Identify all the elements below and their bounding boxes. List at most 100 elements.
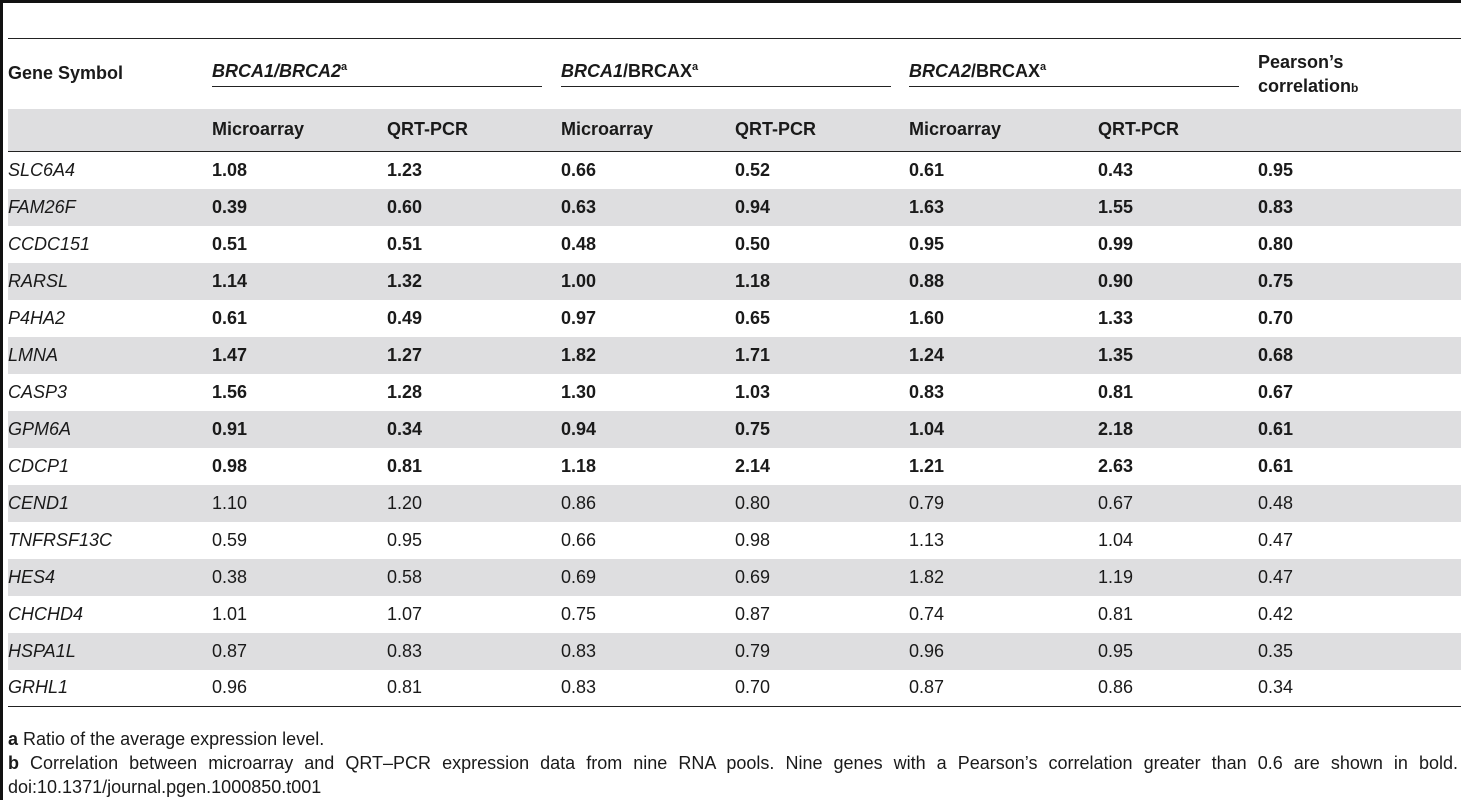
value-cell: 0.81 bbox=[1098, 381, 1134, 402]
value-cell: 0.98 bbox=[735, 529, 771, 550]
table-row: CDCP1 0.98 0.81 1.18 2.14 1.21 2.63 0.61 bbox=[8, 448, 1461, 485]
table-row: CEND1 1.10 1.20 0.86 0.80 0.79 0.67 0.48 bbox=[8, 484, 1461, 522]
value-cell: 0.83 bbox=[909, 381, 945, 402]
header-empty bbox=[1258, 109, 1461, 152]
table-row: CCDC151 0.51 0.51 0.48 0.50 0.95 0.99 0.80 bbox=[8, 226, 1461, 263]
value-cell: 1.03 bbox=[735, 381, 771, 402]
value-cell: 1.24 bbox=[909, 344, 945, 365]
value-cell: 0.60 bbox=[387, 196, 423, 217]
value-cell: 0.83 bbox=[561, 640, 597, 661]
value-cell: 0.48 bbox=[561, 233, 597, 254]
value-cell: 1.18 bbox=[561, 455, 597, 476]
header-qrtpcr: QRT-PCR bbox=[387, 119, 468, 140]
header-group-brca1-brcax: BRCA1/BRCAXa bbox=[561, 39, 909, 109]
value-cell: 0.95 bbox=[1098, 640, 1134, 661]
value-cell: 1.00 bbox=[561, 270, 597, 291]
value-cell: 0.95 bbox=[909, 233, 945, 254]
table-row: RARSL 1.14 1.32 1.00 1.18 0.88 0.90 0.75 bbox=[8, 262, 1461, 300]
value-cell: 0.66 bbox=[561, 159, 597, 180]
header-group-brca1-brca2: BRCA1/BRCA2a bbox=[212, 39, 561, 109]
header-gene-symbol: Gene Symbol bbox=[8, 63, 124, 84]
gene-symbol-cell: FAM26F bbox=[8, 196, 76, 217]
value-cell: 0.38 bbox=[212, 566, 248, 587]
value-cell: 0.51 bbox=[387, 233, 423, 254]
table-row: HES4 0.38 0.58 0.69 0.69 1.82 1.19 0.47 bbox=[8, 558, 1461, 596]
gene-symbol-cell: GRHL1 bbox=[8, 677, 69, 698]
value-cell: 1.27 bbox=[387, 344, 423, 365]
value-cell: 0.75 bbox=[561, 603, 597, 624]
value-cell: 0.61 bbox=[909, 159, 945, 180]
value-cell: 0.59 bbox=[212, 529, 248, 550]
gene-symbol-cell: GPM6A bbox=[8, 418, 72, 439]
value-cell: 1.32 bbox=[387, 270, 423, 291]
pearson-cell: 0.34 bbox=[1258, 677, 1294, 698]
value-cell: 1.71 bbox=[735, 344, 771, 365]
value-cell: 0.97 bbox=[561, 307, 597, 328]
gene-symbol-cell: P4HA2 bbox=[8, 307, 66, 328]
pearson-cell: 0.48 bbox=[1258, 492, 1294, 513]
value-cell: 1.23 bbox=[387, 159, 423, 180]
value-cell: 0.69 bbox=[735, 566, 771, 587]
table-row: GPM6A 0.91 0.34 0.94 0.75 1.04 2.18 0.61 bbox=[8, 410, 1461, 448]
value-cell: 0.98 bbox=[212, 455, 248, 476]
value-cell: 0.49 bbox=[387, 307, 423, 328]
header-group-brca2-brcax: BRCA2/BRCAXa bbox=[909, 39, 1258, 109]
value-cell: 1.21 bbox=[909, 455, 945, 476]
value-cell: 1.07 bbox=[387, 603, 423, 624]
doi-text: doi:10.1371/journal.pgen.1000850.t001 bbox=[8, 777, 322, 797]
table-row: SLC6A4 1.08 1.23 0.66 0.52 0.61 0.43 0.95 bbox=[8, 152, 1461, 189]
value-cell: 0.65 bbox=[735, 307, 771, 328]
value-cell: 0.58 bbox=[387, 566, 423, 587]
table-row: TNFRSF13C 0.59 0.95 0.66 0.98 1.13 1.04 0.47 bbox=[8, 522, 1461, 559]
pearson-cell: 0.70 bbox=[1258, 307, 1294, 328]
value-cell: 1.35 bbox=[1098, 344, 1134, 365]
left-border bbox=[0, 0, 3, 800]
value-cell: 1.63 bbox=[909, 196, 945, 217]
value-cell: 1.82 bbox=[561, 344, 597, 365]
gene-symbol-cell: HSPA1L bbox=[8, 640, 76, 661]
pearson-cell: 0.61 bbox=[1258, 418, 1294, 439]
value-cell: 1.82 bbox=[909, 566, 945, 587]
value-cell: 0.87 bbox=[212, 640, 248, 661]
table-row: LMNA 1.47 1.27 1.82 1.71 1.24 1.35 0.68 bbox=[8, 336, 1461, 374]
value-cell: 0.81 bbox=[1098, 603, 1134, 624]
pearson-cell: 0.83 bbox=[1258, 196, 1294, 217]
gene-symbol-cell: HES4 bbox=[8, 566, 56, 587]
pearson-cell: 0.75 bbox=[1258, 270, 1294, 291]
value-cell: 0.51 bbox=[212, 233, 248, 254]
value-cell: 2.63 bbox=[1098, 455, 1134, 476]
footnote-a: a Ratio of the average expression level. bbox=[8, 729, 325, 749]
value-cell: 0.83 bbox=[561, 677, 597, 698]
value-cell: 0.70 bbox=[735, 677, 771, 698]
pearson-cell: 0.47 bbox=[1258, 529, 1294, 550]
value-cell: 2.14 bbox=[735, 455, 771, 476]
gene-symbol-cell: CHCHD4 bbox=[8, 603, 84, 624]
value-cell: 1.18 bbox=[735, 270, 771, 291]
footnote-b: b Correlation between microarray and QRT… bbox=[8, 753, 1458, 773]
value-cell: 0.69 bbox=[561, 566, 597, 587]
value-cell: 0.99 bbox=[1098, 233, 1134, 254]
table-row: HSPA1L 0.87 0.83 0.83 0.79 0.96 0.95 0.35 bbox=[8, 632, 1461, 670]
value-cell: 0.79 bbox=[909, 492, 945, 513]
pearson-cell: 0.67 bbox=[1258, 381, 1294, 402]
gene-symbol-cell: CCDC151 bbox=[8, 233, 91, 254]
value-cell: 1.28 bbox=[387, 381, 423, 402]
value-cell: 1.60 bbox=[909, 307, 945, 328]
gene-symbol-cell: SLC6A4 bbox=[8, 159, 76, 180]
value-cell: 0.66 bbox=[561, 529, 597, 550]
value-cell: 0.83 bbox=[387, 640, 423, 661]
value-cell: 0.87 bbox=[735, 603, 771, 624]
value-cell: 0.50 bbox=[735, 233, 771, 254]
value-cell: 0.91 bbox=[212, 418, 248, 439]
value-cell: 0.34 bbox=[387, 418, 423, 439]
value-cell: 1.56 bbox=[212, 381, 248, 402]
value-cell: 1.33 bbox=[1098, 307, 1134, 328]
value-cell: 0.88 bbox=[909, 270, 945, 291]
value-cell: 1.14 bbox=[212, 270, 248, 291]
gene-symbol-cell: LMNA bbox=[8, 344, 59, 365]
header-microarray: Microarray bbox=[909, 119, 1002, 140]
value-cell: 1.20 bbox=[387, 492, 423, 513]
value-cell: 0.39 bbox=[212, 196, 248, 217]
header-empty bbox=[8, 109, 212, 152]
gene-symbol-cell: CDCP1 bbox=[8, 455, 70, 476]
